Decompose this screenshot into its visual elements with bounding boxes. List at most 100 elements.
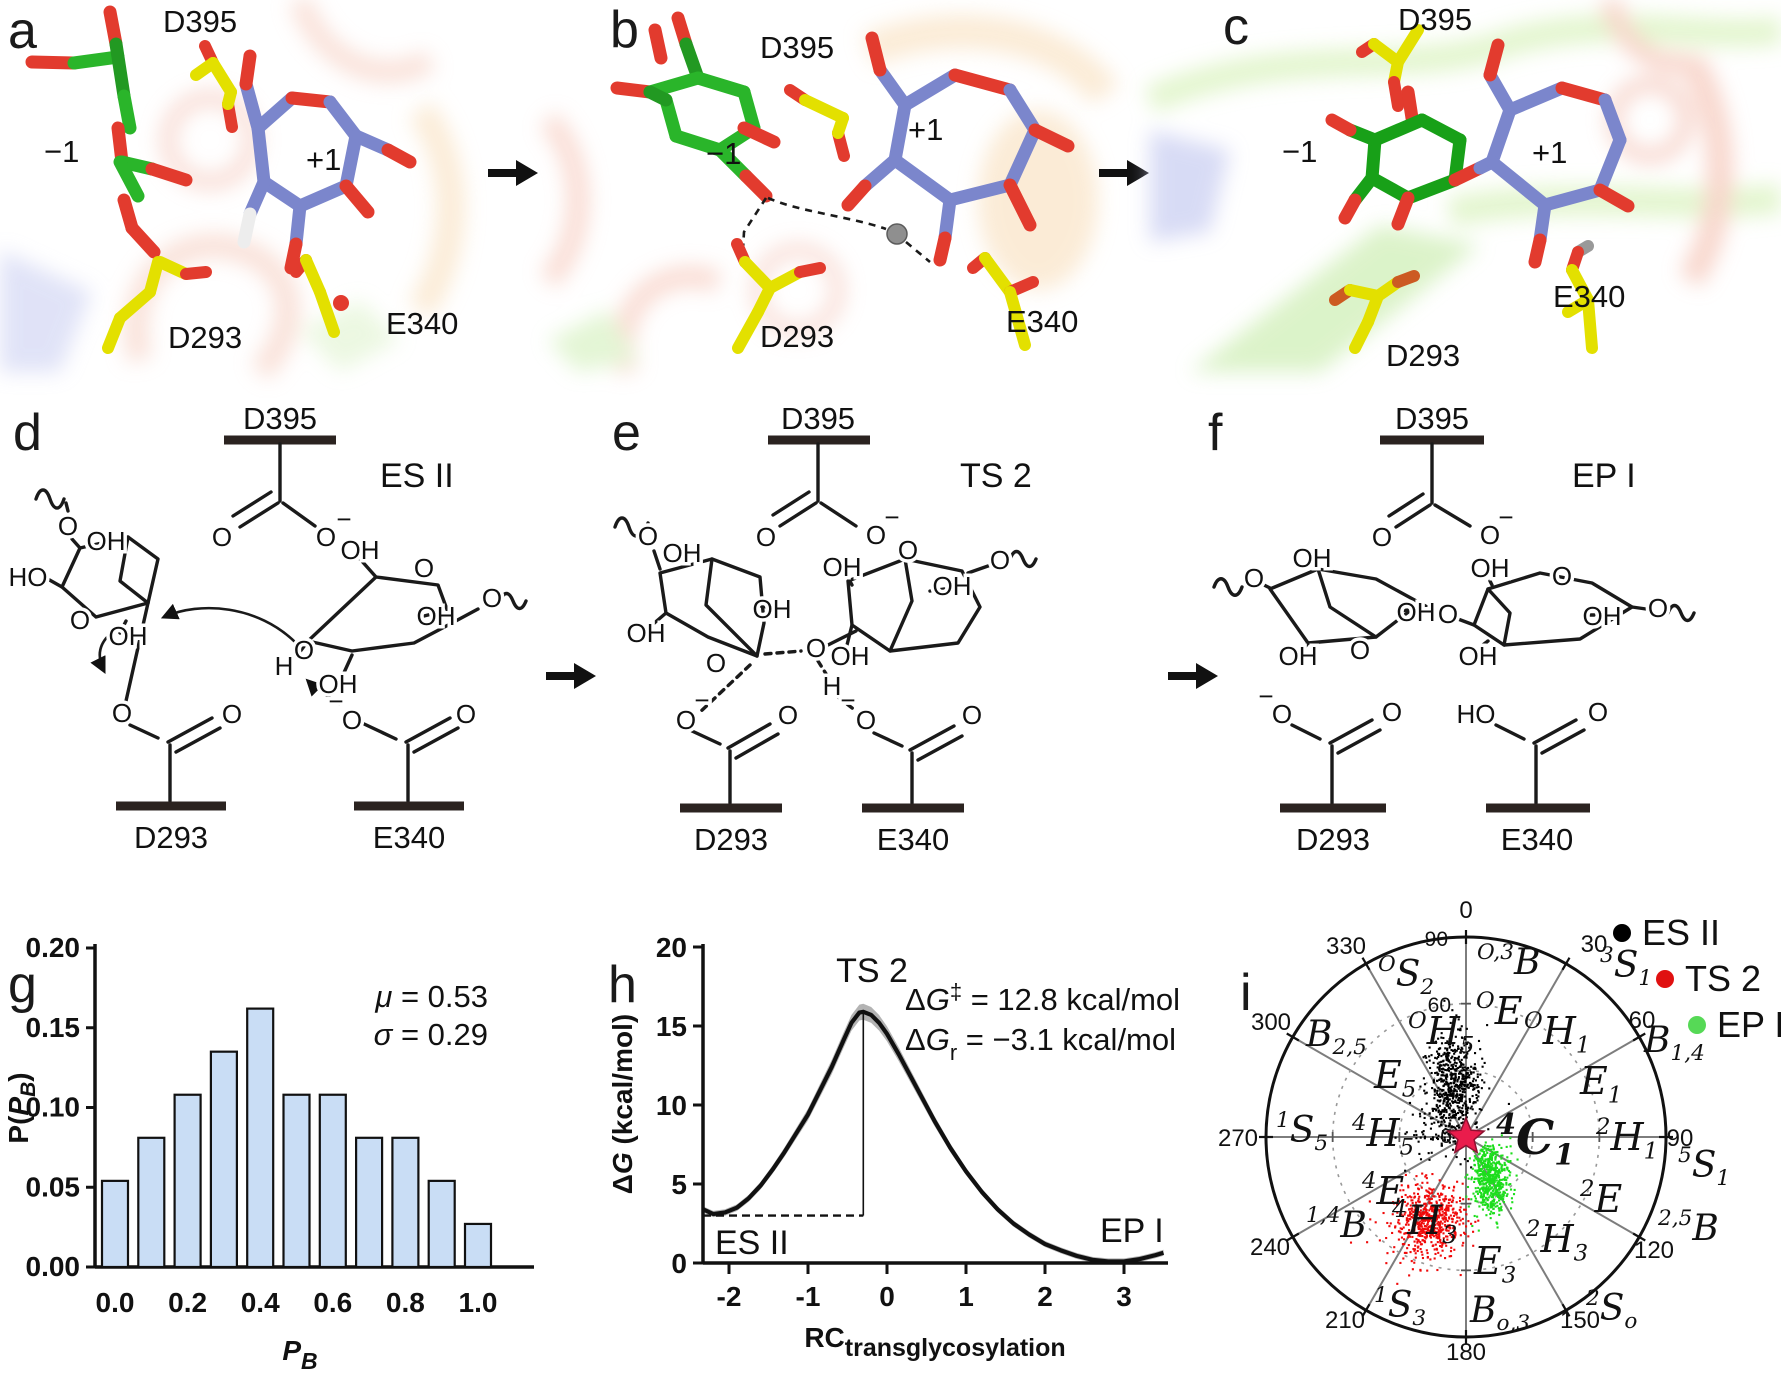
atom-label: O [1244,563,1264,593]
atom-label: OH [753,594,792,624]
panel-letter-c: c [1223,0,1249,56]
panel-letter-e: e [612,404,641,462]
svg-text:10: 10 [656,1090,687,1121]
sugar-minus1-sticks [610,11,781,203]
residue-D395-sticks [1356,24,1424,112]
atom-label: O [456,699,476,729]
atom-label: O [898,535,918,565]
residue-E340-sticks [290,254,349,338]
site-label-minus1: −1 [44,134,79,169]
state-label: ES II [380,457,454,495]
residue-label-D395: D395 [243,401,317,436]
atom-label: HO [9,562,48,592]
atom-label: − [694,685,709,715]
hbond-dashes [740,196,931,267]
svg-text:-1: -1 [796,1281,821,1312]
atom-label: OH [663,538,702,568]
svg-text:0: 0 [671,1248,687,1279]
azimuth-label-60: 60 [1629,1007,1656,1034]
site-label-minus1: −1 [1282,134,1317,169]
atom-label: O [1350,635,1370,665]
conformer-label: 4H5 [1351,1110,1414,1160]
atom-label: OH [87,526,126,556]
azimuth-label-90: 90 [1667,1125,1694,1152]
conformer-label: E1 [1579,1059,1622,1108]
svg-text:1.0: 1.0 [459,1287,498,1318]
state-label: EP I [1572,457,1636,495]
legend-dot [1613,924,1631,942]
atom-label: O [1382,697,1402,727]
conformer-label: O,3B [1477,940,1541,983]
svg-text:-2: -2 [717,1281,742,1312]
bar-0.9 [427,1179,456,1269]
atom-label: − [1498,502,1513,532]
sugar-plus1-sticks [237,49,417,275]
radial-label-90: 90 [1425,928,1448,951]
svg-text:0.8: 0.8 [386,1287,425,1318]
azimuth-label-180: 180 [1446,1339,1486,1366]
svg-text:0.15: 0.15 [26,1012,81,1043]
svg-text:0.2: 0.2 [168,1287,207,1318]
atom-label: OH [933,571,972,601]
y-axis-label: P(PB) [3,1072,40,1143]
residue-label-D293: D293 [694,822,768,857]
sugar-plus1-sticks [841,31,1075,267]
svg-text:3: 3 [1116,1281,1132,1312]
conformer-label: 1S5 [1276,1108,1328,1156]
svg-text:1: 1 [958,1281,974,1312]
residue-label-E340: E340 [877,822,949,857]
atom-label: O [482,583,502,613]
bar-0.1 [137,1136,166,1269]
atom-label: − [884,502,899,532]
atom-label: O [756,522,776,552]
panel-letter-i: i [1240,964,1252,1022]
residue-label-E340: E340 [1501,822,1573,857]
panel-a-active-site-view: a D395 −1 +1 D293 E340 [0,0,465,381]
svg-text:20: 20 [656,932,687,963]
bond-lines [613,435,1038,813]
svg-text:0.4: 0.4 [241,1287,280,1318]
atom-label: OH [319,669,358,699]
conformer-label: OH5 [1408,1008,1474,1058]
azimuth-label-30: 30 [1581,931,1608,958]
panel-g-histogram: 0.00 0.05 0.10 0.15 0.20 0.0 0.2 0.4 0.6 0.8 1.0 P(… [3,932,534,1374]
conformer-label: 4H3 [1391,1195,1457,1249]
bar-0.7 [355,1136,384,1269]
atom-label: OH [1279,641,1318,671]
panel-letter-h: h [608,956,637,1014]
conformer-label: 5S1 [1678,1143,1730,1191]
residue-D395-sticks [190,40,238,133]
arrow-a-to-b [488,160,538,186]
svg-text:2: 2 [1037,1281,1053,1312]
panel-c-product-view: c D395 −1 +1 D293 E340 [1144,0,1781,373]
site-label-minus1: −1 [706,136,741,171]
stat-annotation: σ = 0.29 [374,1017,488,1052]
atom-label: O [1588,697,1608,727]
azimuth-label-270: 270 [1218,1125,1258,1152]
conformer-label: 2H3 [1525,1216,1588,1266]
svg-text:0.0: 0.0 [96,1287,135,1318]
panel-letter-g: g [8,956,37,1014]
atom-label: O [856,705,876,735]
atom-label: − [1258,681,1273,711]
energy-annotation: ΔGr = −3.1 kcal/mol [905,1022,1176,1065]
panel-letter-b: b [610,1,639,59]
arrow-d-to-e [546,663,596,689]
atom-label: O [866,520,886,550]
atom-label: O [414,553,434,583]
x-axis-label: RCtransglycosylation [804,1322,1065,1362]
atom-label: O [1372,522,1392,552]
conformer-label: OS2 [1378,952,1434,1000]
cartoon-background [0,0,465,381]
residue-label-D293: D293 [168,320,242,355]
radial-label-60: 60 [1428,994,1451,1017]
bar-0.4 [246,1007,275,1269]
site-label-plus1: +1 [1532,135,1567,170]
atom-label: − [328,686,343,716]
sugar-minus1-sticks [25,5,193,259]
residue-label-E340: E340 [1006,304,1078,339]
